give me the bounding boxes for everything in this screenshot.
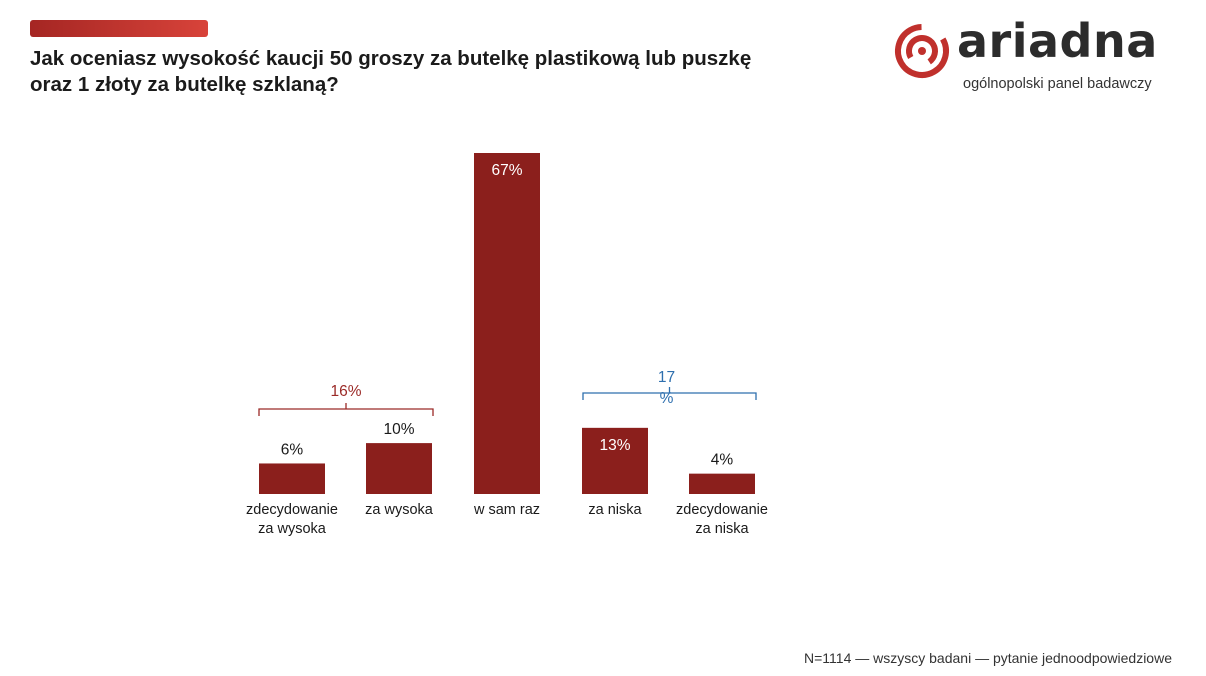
category-label-1-line-1: zdecydowanie bbox=[246, 502, 338, 518]
data-label-1: 6% bbox=[281, 441, 304, 458]
group-label-1: 16% bbox=[330, 383, 361, 400]
page-title: Jak oceniasz wysokość kaucji 50 groszy z… bbox=[30, 46, 850, 98]
category-label-2: za wysoka bbox=[365, 502, 434, 518]
ariadna-logo-icon bbox=[895, 24, 949, 78]
group-bracket-2 bbox=[582, 387, 757, 400]
data-label-4: 13% bbox=[599, 437, 630, 454]
title-line-2: oraz 1 złoty za butelkę szklaną? bbox=[30, 73, 339, 96]
ariadna-logo: ariadna ogólnopolski panel badawczy bbox=[893, 14, 1178, 98]
category-label-5-line-2: za niska bbox=[695, 521, 749, 537]
logo-wordmark: ariadna bbox=[957, 14, 1158, 68]
data-label-3: 67% bbox=[491, 162, 522, 179]
bar-5 bbox=[689, 473, 755, 494]
group-bracket-1 bbox=[258, 403, 434, 416]
category-label-4: za niska bbox=[588, 502, 642, 518]
group-label-2-line-1: 17 bbox=[658, 369, 675, 386]
bar-1 bbox=[259, 463, 325, 494]
logo-subtitle: ogólnopolski panel badawczy bbox=[963, 76, 1152, 92]
bar-3 bbox=[474, 153, 540, 494]
category-label-1-line-2: za wysoka bbox=[258, 521, 327, 537]
data-label-2: 10% bbox=[383, 421, 414, 438]
data-label-5: 4% bbox=[711, 452, 734, 469]
group-label-2-line-2: % bbox=[660, 390, 674, 407]
bar-2 bbox=[366, 443, 432, 494]
bar-4 bbox=[582, 427, 648, 494]
footnote: N=1114 — wszyscy badani — pytanie jednoo… bbox=[804, 650, 1172, 666]
category-label-5-line-1: zdecydowanie bbox=[676, 502, 768, 518]
category-label-3: w sam raz bbox=[473, 502, 540, 518]
accent-bar bbox=[30, 20, 208, 37]
title-line-1: Jak oceniasz wysokość kaucji 50 groszy z… bbox=[30, 47, 752, 70]
